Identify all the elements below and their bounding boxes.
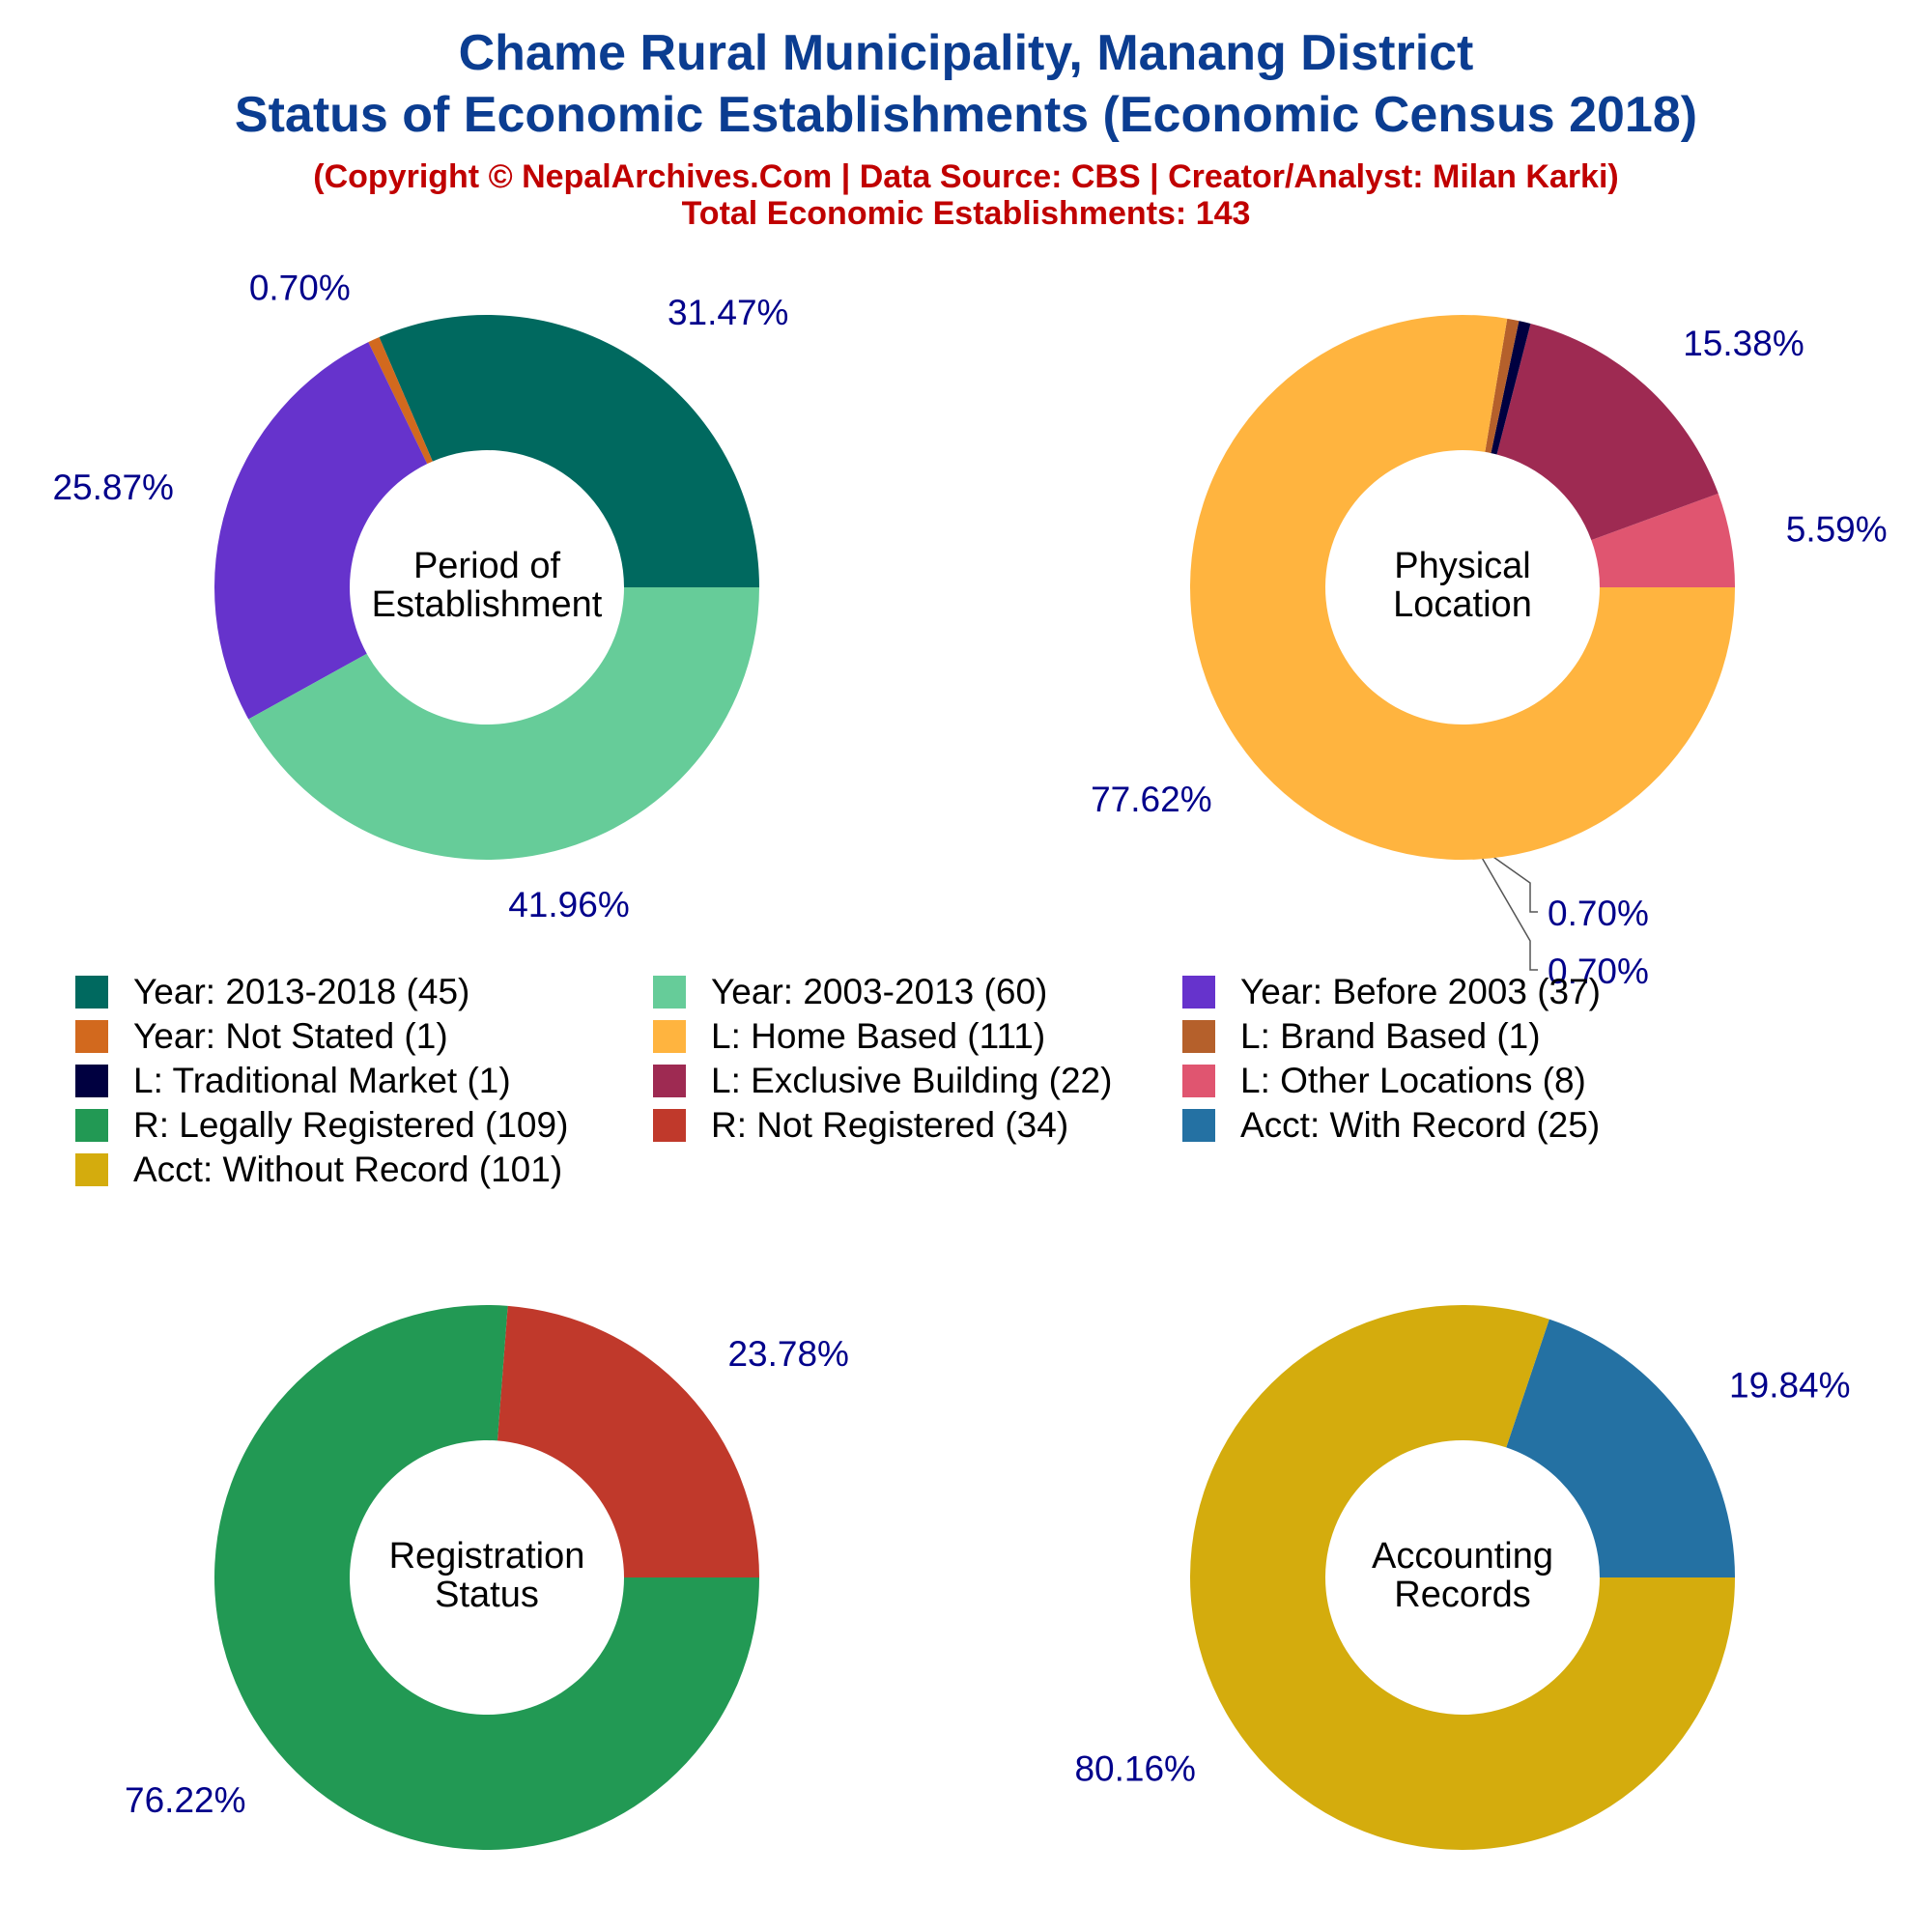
center-label: Accounting <box>1372 1536 1553 1577</box>
legend-item: Acct: Without Record (101) <box>75 1148 562 1192</box>
center-label: Records <box>1394 1575 1531 1615</box>
total-count: Total Economic Establishments: 143 <box>681 195 1251 232</box>
slice-4-2 <box>1189 1304 1735 1850</box>
percent-label: 76.22% <box>125 1780 246 1820</box>
legend-label: L: Traditional Market (1) <box>133 1061 511 1100</box>
legend-label: R: Not Registered (34) <box>711 1105 1069 1145</box>
legend-item: L: Exclusive Building (22) <box>653 1059 1112 1103</box>
slice-1-4 <box>248 587 759 860</box>
chart-title: Chame Rural Municipality, Manang Distric… <box>458 25 1474 81</box>
percent-label: 15.38% <box>1683 324 1804 363</box>
slice-3-2 <box>213 1305 759 1850</box>
center-label: Registration <box>389 1536 585 1577</box>
slice-2-5 <box>1190 315 1735 860</box>
percent-label: 41.96% <box>508 885 630 924</box>
slice-1-1 <box>379 314 759 587</box>
slice-2-1 <box>1591 493 1735 587</box>
legend-item: L: Home Based (111) <box>653 1014 1045 1059</box>
slice-2-3 <box>1491 321 1531 455</box>
donut-chart-2: 5.59% 15.38% 0.70% 0.70% 77.62% PhysicalLocat… <box>1091 315 1888 991</box>
slice-2-4 <box>1485 318 1520 454</box>
legend-swatch <box>1182 1109 1215 1142</box>
center-label: Physical <box>1394 546 1531 586</box>
percent-label: 80.16% <box>1074 1748 1196 1788</box>
legend-item: Acct: With Record (25) <box>1182 1103 1600 1148</box>
legend-swatch <box>75 1153 108 1186</box>
legend-item: L: Traditional Market (1) <box>75 1059 511 1103</box>
legend-label: Year: Not Stated (1) <box>133 1016 448 1056</box>
percent-label: 25.87% <box>52 468 174 507</box>
legend-item: L: Brand Based (1) <box>1182 1014 1541 1059</box>
percent-label: 23.78% <box>727 1334 849 1374</box>
legend-item: R: Legally Registered (109) <box>75 1103 568 1148</box>
percent-label: 31.47% <box>668 293 789 332</box>
slice-4-1 <box>1506 1319 1735 1577</box>
donut-chart-1: 31.47% 0.70% 25.87% 41.96% Period ofEstablis… <box>52 269 788 924</box>
chart-subtitle: Status of Economic Establishments (Econo… <box>234 87 1698 143</box>
legend-swatch <box>1182 1020 1215 1053</box>
legend-label: R: Legally Registered (109) <box>133 1105 569 1145</box>
legend-swatch <box>653 1065 686 1097</box>
slice-2-2 <box>1496 323 1719 541</box>
copyright-note: (Copyright © NepalArchives.Com | Data So… <box>313 158 1619 195</box>
legend-item: L: Other Locations (8) <box>1182 1059 1586 1103</box>
center-label: Period of <box>413 546 561 586</box>
legend-label: Year: 2003-2013 (60) <box>711 972 1048 1011</box>
legend-item: Year: 2013-2018 (45) <box>75 970 469 1014</box>
legend-label: Acct: Without Record (101) <box>133 1150 563 1189</box>
legend-swatch <box>75 1020 108 1053</box>
legend-swatch <box>1182 1065 1215 1097</box>
slice-1-3 <box>213 342 428 720</box>
percent-label: 0.70% <box>1548 952 1649 991</box>
legend-label: Year: 2013-2018 (45) <box>133 972 470 1011</box>
percent-label: 77.62% <box>1091 780 1212 819</box>
legend-swatch <box>653 1109 686 1142</box>
leader-line <box>1480 855 1538 971</box>
legend-item: Year: 2003-2013 (60) <box>653 970 1047 1014</box>
legend-label: L: Home Based (111) <box>711 1016 1046 1056</box>
leader-line <box>1490 854 1538 913</box>
percent-label: 0.70% <box>1548 894 1649 933</box>
legend-swatch <box>75 1065 108 1097</box>
legend-swatch <box>1182 976 1215 1009</box>
slice-1-2 <box>368 336 433 465</box>
legend-swatch <box>653 1020 686 1053</box>
percent-label: 19.84% <box>1729 1366 1851 1406</box>
legend-label: L: Other Locations (8) <box>1240 1061 1586 1100</box>
legend-swatch <box>75 1109 108 1142</box>
legend-label: L: Brand Based (1) <box>1240 1016 1541 1056</box>
legend-label: Year: Before 2003 (37) <box>1240 972 1601 1011</box>
legend-swatch <box>653 976 686 1009</box>
legend-label: L: Exclusive Building (22) <box>711 1061 1113 1100</box>
percent-label: 5.59% <box>1786 510 1888 550</box>
center-label: Establishment <box>372 584 603 625</box>
percent-label: 0.70% <box>249 269 351 308</box>
legend-item: Year: Not Stated (1) <box>75 1014 448 1059</box>
center-label: Status <box>435 1575 539 1615</box>
legend-label: Acct: With Record (25) <box>1240 1105 1601 1145</box>
center-label: Location <box>1393 584 1532 625</box>
legend-item: R: Not Registered (34) <box>653 1103 1068 1148</box>
legend-item: Year: Before 2003 (37) <box>1182 970 1601 1014</box>
slice-3-1 <box>497 1305 759 1577</box>
legend-swatch <box>75 976 108 1009</box>
